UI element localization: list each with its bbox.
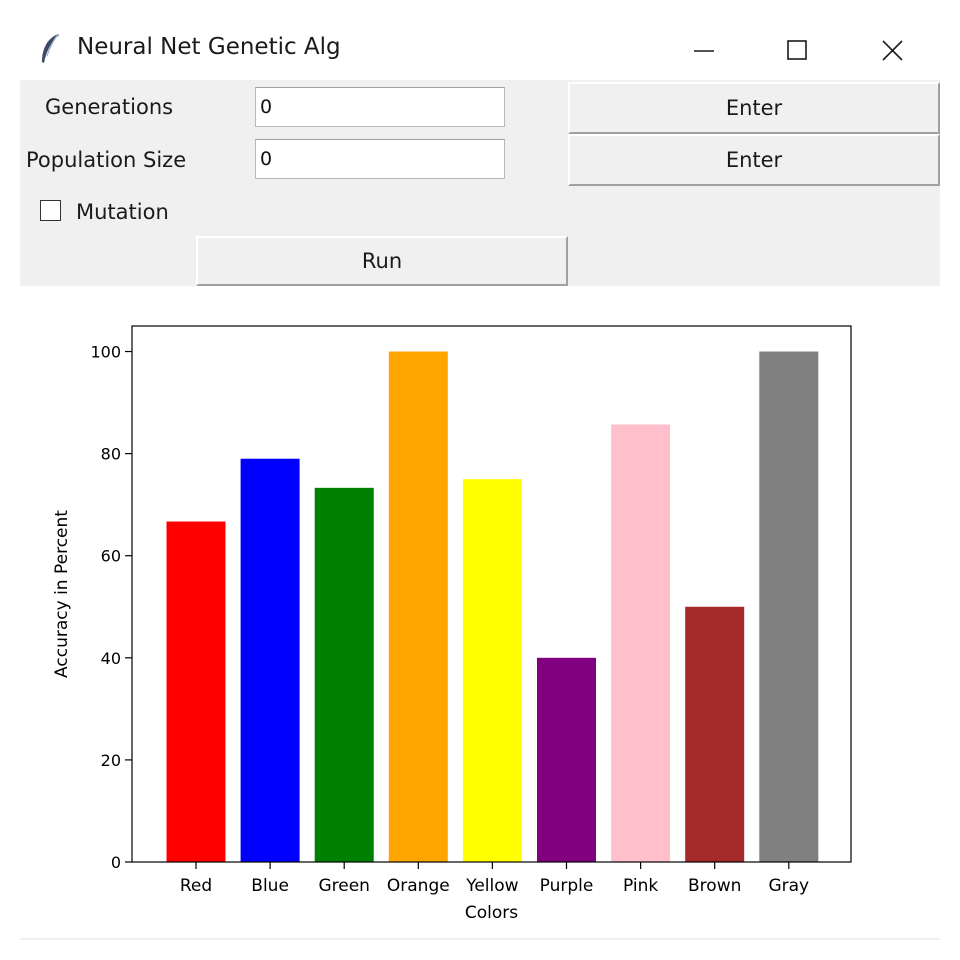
x-tick-label-orange: Orange	[387, 876, 450, 896]
control-panel: Generations Enter Population Size Enter …	[20, 80, 940, 286]
population-size-label: Population Size	[26, 148, 187, 172]
y-tick-label-60: 60	[101, 547, 121, 566]
maximize-icon	[787, 40, 807, 60]
x-axis-label: Colors	[465, 903, 518, 923]
plot-area: 0 20 40 60 80 100 Red Blue Green Orange Yellow Purp…	[20, 296, 940, 940]
minimize-icon	[694, 50, 714, 52]
title-bar: Neural Net Genetic Alg	[0, 0, 960, 80]
accuracy-bar-chart: 0 20 40 60 80 100 Red Blue Green Orange Yellow Purp…	[52, 325, 852, 923]
y-tick-label-0: 0	[111, 853, 121, 872]
y-axis-label: Accuracy in Percent	[52, 510, 72, 678]
bar-gray	[759, 351, 819, 862]
enter-population-button[interactable]: Enter	[568, 134, 940, 186]
x-tick-label-brown: Brown	[688, 876, 741, 896]
x-tick-label-purple: Purple	[540, 876, 594, 896]
x-tick-label-blue: Blue	[251, 876, 289, 896]
run-button[interactable]: Run	[196, 236, 568, 286]
close-button[interactable]	[864, 22, 920, 78]
bar-yellow	[462, 479, 522, 862]
window-title: Neural Net Genetic Alg	[77, 34, 341, 60]
bar-orange	[388, 351, 448, 862]
x-tick-label-green: Green	[318, 876, 369, 896]
bar-purple	[537, 657, 596, 862]
mutation-label: Mutation	[76, 200, 169, 224]
minimize-button[interactable]	[676, 22, 732, 78]
y-tick-label-20: 20	[101, 751, 121, 770]
enter-generations-button[interactable]: Enter	[568, 82, 940, 134]
feather-icon	[42, 33, 59, 63]
x-tick-label-yellow: Yellow	[465, 876, 518, 896]
bottom-divider	[20, 938, 940, 940]
bar-brown	[685, 606, 745, 862]
axes-frame	[131, 325, 852, 863]
mutation-checkbox[interactable]	[40, 200, 61, 221]
bar-red	[166, 521, 226, 862]
maximize-button[interactable]	[768, 22, 824, 78]
x-tick-label-red: Red	[180, 876, 212, 896]
generations-input[interactable]	[255, 87, 505, 127]
bar-green	[314, 487, 374, 862]
x-tick-label-pink: Pink	[623, 876, 658, 896]
bar-blue	[240, 458, 300, 862]
bar-pink	[611, 424, 671, 862]
y-tick-label-80: 80	[101, 445, 121, 464]
population-size-input[interactable]	[255, 139, 505, 179]
x-tick-label-gray: Gray	[768, 876, 809, 896]
close-icon	[882, 40, 903, 61]
y-tick-label-100: 100	[90, 343, 121, 362]
generations-label: Generations	[45, 95, 174, 119]
y-tick-label-40: 40	[101, 649, 121, 668]
